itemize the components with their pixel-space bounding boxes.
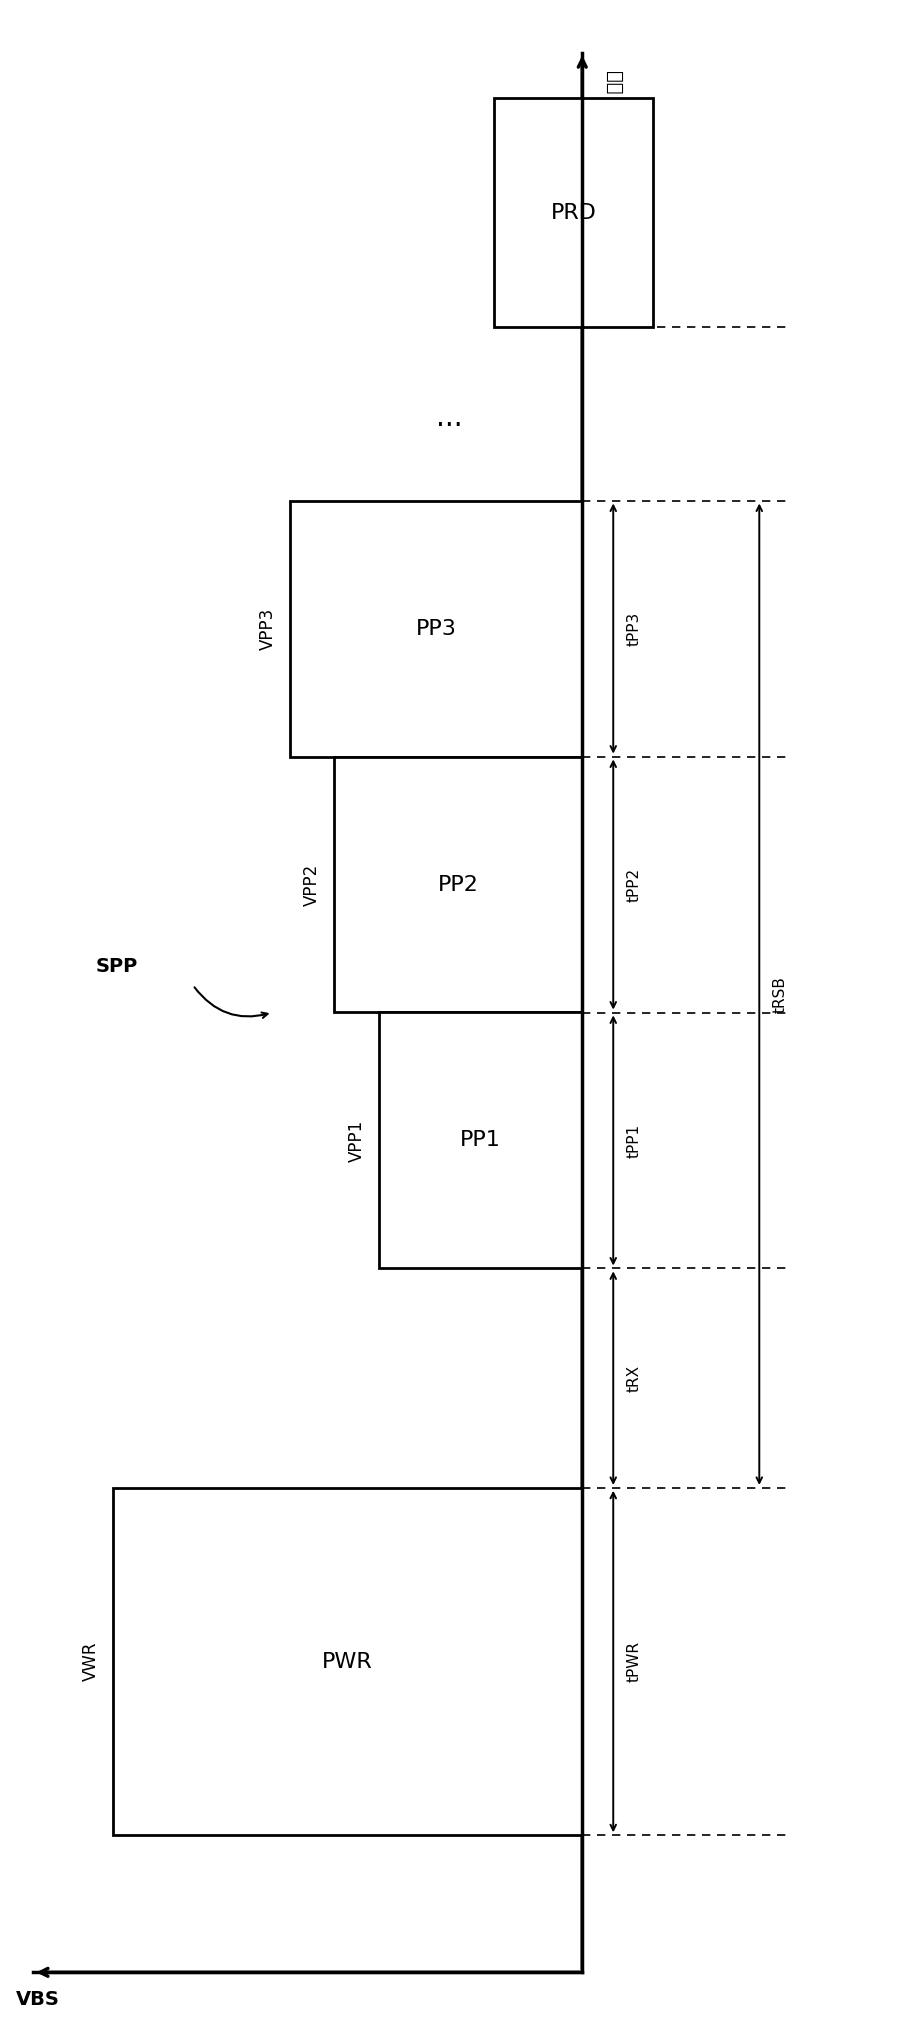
Text: ...: ... <box>436 405 463 431</box>
Text: VPP3: VPP3 <box>259 608 277 650</box>
Text: PP3: PP3 <box>415 618 457 638</box>
Text: tRX: tRX <box>627 1365 642 1391</box>
Text: SPP: SPP <box>95 958 138 976</box>
Text: VWR: VWR <box>82 1642 100 1681</box>
Bar <box>494 99 653 326</box>
Bar <box>334 757 583 1012</box>
Text: tRSB: tRSB <box>772 976 788 1012</box>
Text: PRD: PRD <box>550 202 596 223</box>
Text: VPP2: VPP2 <box>303 863 321 905</box>
Text: tPWR: tPWR <box>627 1640 642 1683</box>
Text: PP2: PP2 <box>438 875 479 895</box>
Text: 時間: 時間 <box>604 71 623 95</box>
Text: PWR: PWR <box>323 1652 373 1671</box>
Text: tPP2: tPP2 <box>627 867 642 901</box>
Text: VBS: VBS <box>16 1991 59 2009</box>
Text: PP1: PP1 <box>460 1130 501 1150</box>
Bar <box>378 1012 583 1268</box>
Bar <box>290 500 583 757</box>
Bar <box>113 1488 583 1835</box>
Text: VPP1: VPP1 <box>347 1120 365 1162</box>
Text: tPP3: tPP3 <box>627 612 642 646</box>
Text: tPP1: tPP1 <box>627 1124 642 1158</box>
